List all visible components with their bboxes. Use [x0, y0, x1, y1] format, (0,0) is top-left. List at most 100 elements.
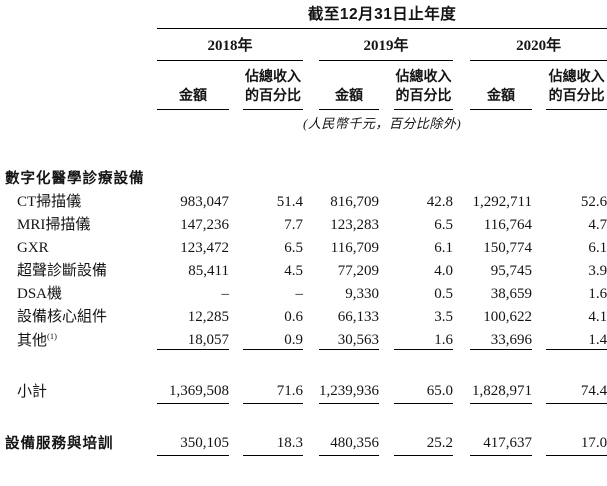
cell-2020-amount: 38,659 [490, 286, 532, 302]
spacer-row [5, 350, 607, 375]
cell-2020-amount: 1,828,971 [470, 374, 532, 404]
cell-2018-pct: 7.7 [284, 217, 303, 233]
cell-2018-amount: 1,369,508 [157, 374, 229, 404]
cell-2019-amount: 9,330 [345, 286, 379, 302]
table-row: 金額 佔總收入 的百分比 金額 佔總收入 的百分比 金額 佔總收入 的百分比 [5, 60, 607, 110]
gap-cell [532, 326, 546, 350]
gap-cell [229, 280, 243, 303]
cell-2019-amount: 66,133 [337, 309, 379, 325]
gap-cell [453, 234, 470, 257]
table-row: (人民幣千元，百分比除外) [5, 110, 607, 142]
gap-cell [229, 61, 243, 110]
cell-2020-amount: 100,622 [483, 309, 532, 325]
section-header-digital-equipment: 數字化醫學診療設備 [5, 171, 145, 187]
gap-cell [453, 374, 470, 404]
gap-cell [453, 29, 470, 61]
cell-2019-amount: 1,239,936 [319, 374, 379, 404]
cell-2018-pct: 4.5 [284, 263, 303, 279]
cell-2020-pct: 74.4 [546, 374, 607, 404]
cell-2019-amount: 85,457 [319, 478, 379, 486]
gap-cell [453, 303, 470, 326]
table-row-mri-scanner: MRI掃描儀 147,236 7.7 123,283 6.5 116,764 4… [5, 211, 607, 234]
gap-cell [453, 478, 470, 486]
gap-cell [303, 257, 319, 280]
gap-cell [379, 280, 394, 303]
gap-cell [303, 280, 319, 303]
gap-cell [453, 280, 470, 303]
gap-cell [379, 234, 394, 257]
cell-2018-amount: 18,057 [157, 326, 229, 350]
cell-2019-amount: 123,283 [330, 217, 379, 233]
cell-2019-pct: 6.5 [434, 217, 453, 233]
cell-2020-amount: 150,774 [483, 240, 532, 256]
cell-2018-pct: 6.5 [284, 240, 303, 256]
pct-header-line2: 的百分比 [245, 87, 301, 103]
cell-2019-pct: 4.5 [394, 478, 453, 486]
pct-header-line2: 的百分比 [395, 87, 452, 103]
row-label: 設備服務與培訓 [5, 435, 114, 452]
year-header-2018: 2018年 [157, 28, 303, 61]
cell-2018-amount: 12,285 [187, 309, 229, 325]
gap-cell [532, 374, 546, 404]
gap-cell [379, 211, 394, 234]
gap-cell [229, 211, 243, 234]
row-label: GXR [17, 240, 49, 256]
cell-2018-pct: 71.6 [243, 374, 303, 404]
cell-2019-pct: 0.5 [434, 286, 453, 302]
cell-2018-amount: 89,801 [157, 478, 229, 486]
cell-2018-pct: 0.9 [243, 326, 303, 350]
period-header: 截至12月31日止年度 [157, 0, 607, 29]
cell-2019-amount: 480,356 [319, 426, 379, 456]
row-label: DSA機 [17, 286, 63, 302]
gap-cell [379, 188, 394, 211]
cell-2020-pct: 52.6 [580, 194, 607, 210]
gap-cell [379, 303, 394, 326]
gap-cell [453, 257, 470, 280]
cell-2018-pct: – [295, 286, 304, 302]
gap-cell [229, 303, 243, 326]
table-row-gxr: GXR 123,472 6.5 116,709 6.1 150,774 6.1 [5, 234, 607, 257]
cell-2019-amount: 116,709 [330, 240, 379, 256]
year-header-2020: 2020年 [470, 28, 607, 61]
revenue-breakdown-table: 截至12月31日止年度 2018年 2019年 2020年 金額 佔總收入 的百分… [5, 0, 607, 486]
gap-cell [532, 280, 546, 303]
gap-cell [453, 211, 470, 234]
cell-2019-amount: 30,563 [319, 326, 379, 350]
table-row-core-components: 設備核心組件 12,285 0.6 66,133 3.5 100,622 4.1 [5, 303, 607, 326]
table-row-services-training: 設備服務與培訓 350,105 18.3 480,356 25.2 417,63… [5, 426, 607, 456]
spacer-row [5, 456, 607, 479]
col-header-pct-2020: 佔總收入 的百分比 [546, 60, 607, 110]
cell-2020-pct: 4.1 [588, 309, 607, 325]
spacer-row [5, 404, 607, 427]
gap-cell [532, 478, 546, 486]
cell-2019-pct: 65.0 [394, 374, 453, 404]
table-row-others: 其他(1) 18,057 0.9 30,563 1.6 33,696 1.4 [5, 326, 607, 350]
gap-cell [303, 303, 319, 326]
cell-2018-amount: 350,105 [157, 426, 229, 456]
footnote-ref: (1) [47, 330, 57, 341]
gap-cell [303, 426, 319, 456]
gap-cell [453, 326, 470, 350]
cell-2018-pct: 4.7 [243, 478, 303, 486]
cell-2019-pct: 3.5 [434, 309, 453, 325]
row-label: 其他(1) [5, 326, 157, 350]
row-label: MDaaS解決方案 [5, 478, 157, 486]
gap-cell [532, 234, 546, 257]
row-label: 超聲診斷設備 [17, 263, 108, 279]
row-label: 小計 [17, 383, 48, 400]
gap-cell [303, 29, 319, 61]
table-row-mdaas: MDaaS解決方案 89,801 4.7 85,457 4.5 114,058 … [5, 478, 607, 486]
gap-cell [229, 374, 243, 404]
pct-header-line1: 佔總收入 [548, 68, 605, 84]
gap-cell [532, 303, 546, 326]
cell-2018-pct: 51.4 [276, 194, 303, 210]
cell-2018-amount: 147,236 [180, 217, 229, 233]
gap-cell [229, 426, 243, 456]
gap-cell [303, 374, 319, 404]
cell-2018-pct: 18.3 [243, 426, 303, 456]
gap-cell [532, 426, 546, 456]
gap-cell [532, 211, 546, 234]
cell-2019-pct: 4.0 [434, 263, 453, 279]
cell-2018-amount: 85,411 [188, 263, 229, 279]
table-row: 數字化醫學診療設備 [5, 165, 607, 188]
